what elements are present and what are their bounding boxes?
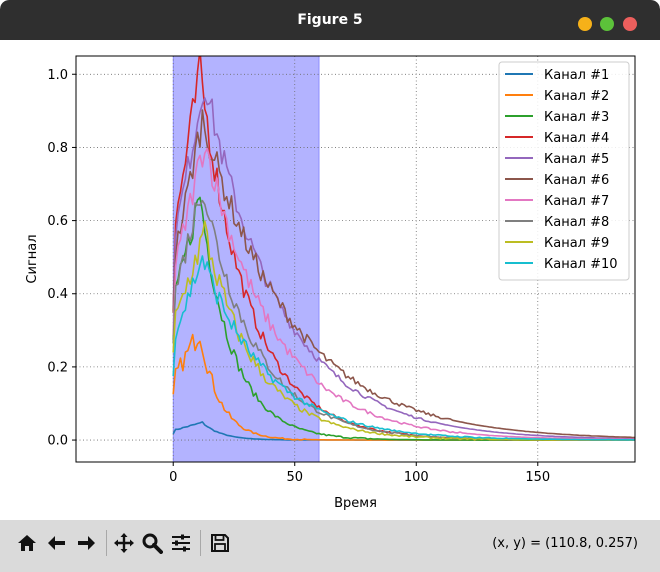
x-tick-label: 0 — [169, 470, 177, 485]
legend-entry-label: Канал #6 — [544, 173, 609, 188]
cursor-coordinates: (x, y) = (110.8, 0.257) — [492, 536, 638, 551]
back-button[interactable] — [44, 530, 70, 556]
legend-entry-label: Канал #3 — [544, 110, 609, 125]
title-bar: Figure 5 — [0, 0, 660, 40]
series-line — [172, 255, 635, 441]
home-button[interactable] — [14, 530, 40, 556]
y-tick-label: 0.8 — [47, 141, 68, 156]
legend-entry-label: Канал #7 — [544, 194, 609, 209]
pan-button[interactable] — [111, 530, 137, 556]
close-button[interactable] — [623, 17, 637, 31]
y-tick-label: 0.0 — [47, 434, 68, 449]
y-axis-label: Сигнал — [25, 234, 40, 283]
legend-entry-label: Канал #5 — [544, 152, 609, 167]
y-tick-label: 0.2 — [47, 360, 68, 375]
forward-icon — [78, 536, 95, 550]
navigation-toolbar: (x, y) = (110.8, 0.257) — [0, 520, 660, 572]
legend-entry-label: Канал #1 — [544, 68, 609, 83]
series-group — [172, 56, 635, 441]
minimize-button[interactable] — [578, 17, 592, 31]
x-axis-label: Время — [334, 496, 377, 511]
y-tick-label: 0.4 — [47, 287, 68, 302]
configure-subplots-icon — [172, 534, 190, 552]
window-title: Figure 5 — [297, 12, 363, 28]
toolbar-separator — [200, 530, 201, 556]
toolbar-separator — [106, 530, 107, 556]
series-line — [172, 97, 635, 440]
home-icon — [18, 535, 36, 551]
configure-subplots-button[interactable] — [168, 530, 194, 556]
y-tick-label: 1.0 — [47, 68, 68, 83]
legend-entry-label: Канал #4 — [544, 131, 609, 146]
x-tick-label: 150 — [525, 470, 550, 485]
forward-button[interactable] — [73, 530, 99, 556]
legend-entry-label: Канал #10 — [544, 257, 618, 272]
series-line — [172, 109, 635, 439]
zoom-icon — [142, 533, 163, 554]
save-icon — [211, 534, 229, 552]
x-tick-label: 50 — [286, 470, 303, 485]
zoom-button[interactable] — [139, 530, 165, 556]
save-button[interactable] — [207, 530, 233, 556]
y-tick-label: 0.6 — [47, 214, 68, 229]
legend-entry-label: Канал #2 — [544, 89, 609, 104]
pan-icon — [114, 533, 134, 553]
legend-entry-label: Канал #8 — [544, 215, 609, 230]
series-line — [172, 147, 635, 441]
maximize-button[interactable] — [600, 17, 614, 31]
line-chart: 0 50 100 150 0.0 0.2 0.4 0.6 0.8 1.0 Время Сигнал Ка… — [25, 55, 636, 511]
back-icon — [48, 536, 65, 550]
legend-entry-label: Канал #9 — [544, 236, 609, 251]
axes-frame — [75, 55, 636, 463]
x-tick-label: 100 — [404, 470, 429, 485]
figure-canvas[interactable]: 0 50 100 150 0.0 0.2 0.4 0.6 0.8 1.0 Время Сигнал Ка… — [10, 40, 650, 520]
